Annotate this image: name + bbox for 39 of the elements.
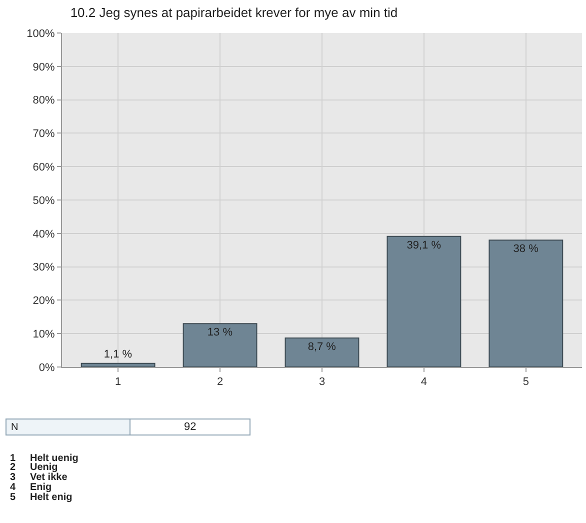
text: 2 (10, 462, 16, 473)
x-tick-label: 4 (420, 376, 428, 388)
text: 4 (10, 482, 16, 493)
y-tick-label: 50% (32, 194, 56, 207)
text: 3 (10, 472, 16, 483)
data-label: 38 % (513, 243, 539, 256)
y-tick-label: 60% (32, 161, 56, 174)
y-tick-label: 40% (32, 228, 56, 240)
text: Helt uenig (30, 453, 78, 464)
data-label: 1,1 % (104, 348, 132, 360)
bar (386, 236, 462, 367)
x-tick-label: 2 (216, 376, 224, 388)
data-label: 39,1 % (406, 239, 442, 252)
y-tick-label: 80% (32, 94, 56, 107)
data-label: 13 % (207, 326, 233, 339)
y-tick-label: 100% (26, 28, 56, 40)
x-tick-label: 1 (115, 376, 122, 388)
text: 1 (10, 453, 16, 464)
bar (488, 240, 564, 367)
bar (182, 323, 258, 367)
y-tick-label: 30% (32, 262, 56, 274)
text: Vet ikke (30, 472, 68, 483)
y-tick-label: 90% (32, 61, 56, 74)
bar (284, 337, 360, 367)
x-tick-label: 5 (522, 376, 529, 388)
text: Enig (30, 482, 52, 493)
x-tick-label: 3 (318, 376, 326, 388)
bar (80, 362, 156, 367)
y-tick-label: 10% (32, 328, 56, 340)
y-tick-label: 70% (32, 128, 56, 140)
y-tick-label: 20% (32, 295, 56, 308)
text: 92 (184, 421, 196, 433)
text: 5 (10, 492, 16, 503)
text: Uenig (30, 462, 58, 473)
text: Helt enig (30, 492, 72, 503)
data-label: 8,7 % (308, 340, 336, 353)
y-tick-label: 0% (38, 362, 56, 374)
chart-title: 10.2 Jeg synes at papirarbeidet krever for mye av min tid (70, 4, 398, 20)
text: N (11, 422, 18, 433)
